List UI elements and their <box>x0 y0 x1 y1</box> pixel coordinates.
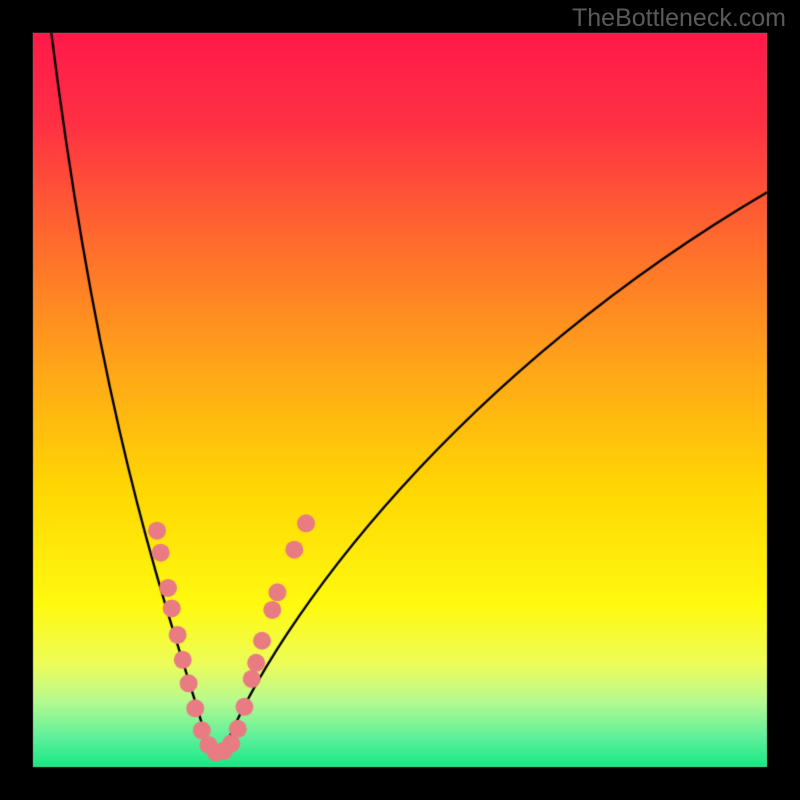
watermark-text: TheBottleneck.com <box>572 4 786 33</box>
chart-root: TheBottleneck.com <box>0 0 800 800</box>
black-frame <box>0 0 800 800</box>
